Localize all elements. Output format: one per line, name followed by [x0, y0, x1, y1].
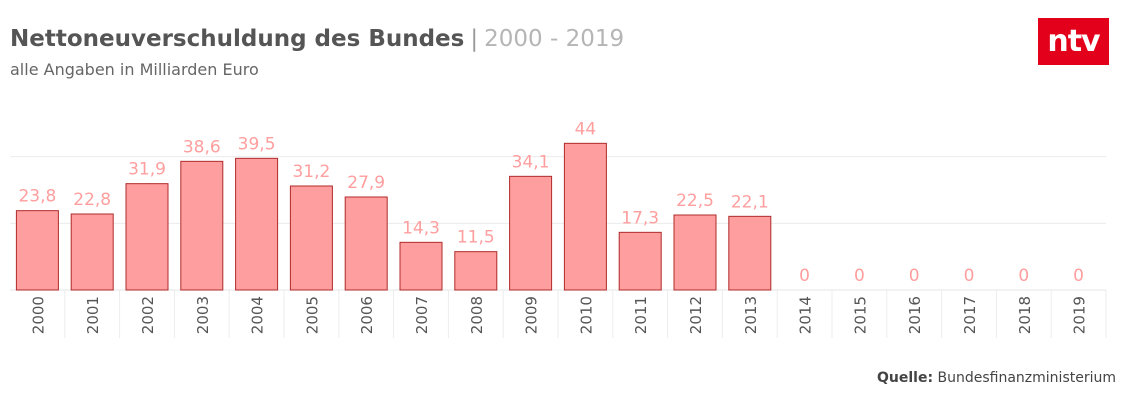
- source-label: Quelle:: [877, 370, 934, 386]
- x-tick-label: 2000: [29, 296, 47, 334]
- x-tick-label: 2012: [687, 296, 705, 334]
- value-label: 0: [909, 266, 920, 286]
- value-label: 14,3: [402, 218, 440, 238]
- x-tick-label: 2003: [194, 296, 212, 334]
- x-tick-label: 2007: [413, 296, 431, 334]
- value-label: 39,5: [238, 134, 276, 154]
- bar: [70, 213, 114, 291]
- ntv-logo: ntv: [1038, 18, 1109, 65]
- value-label: 38,6: [183, 137, 221, 157]
- x-tick-label: 2010: [577, 296, 595, 334]
- x-tick-label: 2014: [797, 296, 815, 334]
- value-label: 11,5: [457, 228, 495, 248]
- bar: [399, 241, 443, 291]
- value-label: 0: [1073, 266, 1084, 286]
- x-tick-label: 2011: [632, 296, 650, 334]
- x-tick-label: 2004: [249, 296, 267, 334]
- x-tick-label: 2016: [906, 296, 924, 334]
- bar: [15, 210, 59, 291]
- x-tick-label: 2018: [1016, 296, 1034, 334]
- value-label: 31,9: [128, 160, 166, 180]
- bar: [344, 196, 388, 291]
- title-separator: |: [470, 26, 479, 52]
- value-label: 0: [964, 266, 975, 286]
- bar: [454, 251, 498, 291]
- x-tick-label: 2008: [468, 296, 486, 334]
- x-tick-label: 2019: [1071, 296, 1089, 334]
- value-label: 31,2: [292, 162, 330, 182]
- chart-header: Nettoneuverschuldung des Bundes | 2000 - 2…: [10, 24, 624, 79]
- value-label: 0: [799, 266, 810, 286]
- chart-year-range: 2000 - 2019: [484, 26, 625, 52]
- ntv-logo-text: ntv: [1047, 23, 1100, 59]
- x-tick-label: 2009: [523, 296, 541, 334]
- value-label: 22,5: [676, 191, 714, 211]
- chart-title: Nettoneuverschuldung des Bundes: [10, 26, 465, 52]
- x-tick-label: 2015: [851, 296, 869, 334]
- bar: [509, 175, 553, 291]
- x-tick-label: 2001: [84, 296, 102, 334]
- bar: [125, 183, 169, 291]
- bar: [673, 214, 717, 291]
- value-label: 17,3: [621, 208, 659, 228]
- value-label: 0: [1018, 266, 1029, 286]
- source-note: Quelle: Bundesfinanzministerium: [877, 370, 1116, 386]
- value-label: 44: [575, 119, 597, 139]
- value-label: 27,9: [347, 173, 385, 193]
- bar: [235, 157, 279, 291]
- x-tick-label: 2006: [358, 296, 376, 334]
- x-tick-label: 2017: [961, 296, 979, 334]
- value-label: 23,8: [18, 187, 56, 207]
- bar: [289, 185, 333, 291]
- source-value: Bundesfinanzministerium: [937, 370, 1116, 386]
- bar: [728, 215, 772, 291]
- bar: [563, 142, 607, 291]
- value-label: 22,8: [73, 190, 111, 210]
- value-label: 34,1: [512, 152, 550, 172]
- x-tick-label: 2005: [303, 296, 321, 334]
- chart-subtitle: alle Angaben in Milliarden Euro: [10, 60, 259, 79]
- x-tick-label: 2013: [742, 296, 760, 334]
- value-label: 22,1: [731, 192, 769, 212]
- title-line: Nettoneuverschuldung des Bundes | 2000 - 2…: [10, 24, 624, 54]
- bar: [180, 160, 224, 291]
- x-tick-label: 2002: [139, 296, 157, 334]
- value-label: 0: [854, 266, 865, 286]
- bar: [618, 231, 662, 291]
